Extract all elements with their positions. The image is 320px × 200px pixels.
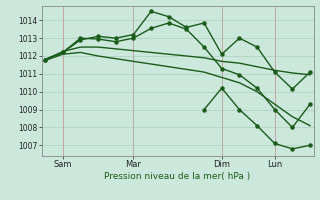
X-axis label: Pression niveau de la mer( hPa ): Pression niveau de la mer( hPa ) — [104, 172, 251, 181]
